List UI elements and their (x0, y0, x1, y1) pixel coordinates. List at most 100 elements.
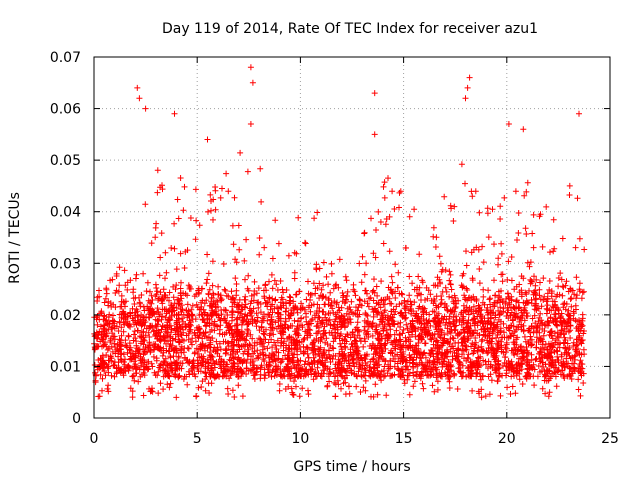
data-point (446, 378, 453, 385)
data-point (441, 369, 448, 376)
data-point (555, 334, 562, 341)
data-point (388, 372, 395, 379)
data-point (288, 370, 295, 377)
data-point (157, 184, 164, 191)
data-point (291, 249, 298, 256)
data-point (260, 328, 267, 335)
data-point (172, 286, 179, 293)
data-point (465, 351, 472, 358)
data-point (234, 321, 241, 328)
data-point (191, 362, 197, 369)
data-point (140, 303, 147, 310)
data-point (113, 273, 120, 279)
data-point (330, 369, 337, 376)
data-point (268, 336, 275, 343)
data-point (154, 189, 161, 196)
x-tick-label: 10 (291, 431, 309, 447)
data-point (291, 305, 298, 312)
data-point (327, 289, 334, 296)
data-point (284, 361, 291, 368)
data-point (432, 338, 439, 345)
data-point (396, 337, 403, 344)
data-point (451, 372, 458, 379)
data-point (419, 361, 426, 368)
data-point (226, 356, 233, 363)
data-point (537, 279, 543, 286)
data-point (243, 337, 250, 344)
data-point (192, 236, 199, 243)
data-point (225, 343, 232, 350)
data-point (174, 329, 181, 336)
data-point (444, 361, 451, 368)
data-point (159, 323, 166, 330)
data-point (346, 362, 353, 369)
data-point (526, 287, 532, 294)
data-point (180, 376, 187, 382)
data-point (304, 332, 311, 339)
data-point (561, 300, 568, 307)
data-point (338, 331, 344, 337)
data-point (553, 383, 560, 390)
data-point (261, 343, 268, 350)
data-point (361, 335, 368, 342)
data-point (103, 317, 110, 323)
y-tick-label: 0.05 (50, 153, 81, 169)
data-point (537, 345, 544, 352)
data-point (98, 331, 105, 338)
data-point (314, 359, 321, 366)
data-point (211, 364, 218, 371)
data-point (273, 346, 280, 352)
data-point (429, 331, 436, 338)
data-point (456, 316, 463, 323)
data-point (469, 275, 476, 282)
data-point (315, 314, 322, 321)
data-point (487, 295, 494, 302)
data-point (515, 230, 522, 236)
data-point (274, 337, 281, 344)
data-point (171, 220, 178, 227)
data-point (537, 211, 544, 218)
data-point (404, 363, 410, 370)
data-point (328, 299, 335, 306)
data-point (200, 355, 207, 362)
data-point (559, 367, 566, 374)
data-point (480, 347, 487, 354)
data-point (166, 373, 173, 380)
data-point (441, 337, 448, 344)
data-point (526, 263, 533, 270)
data-point (229, 387, 236, 394)
data-point (149, 297, 156, 303)
data-point (464, 84, 471, 91)
data-point (304, 321, 311, 328)
data-point (564, 373, 571, 380)
data-point (227, 351, 234, 358)
data-point (403, 321, 410, 328)
data-point (501, 194, 508, 201)
data-point (221, 286, 228, 293)
data-point (233, 322, 240, 329)
data-point (271, 339, 278, 346)
data-point (353, 304, 359, 311)
data-point (237, 310, 244, 317)
data-point (142, 105, 149, 112)
data-point (351, 340, 358, 346)
data-point (291, 269, 298, 276)
data-point (357, 389, 364, 395)
data-point (265, 311, 272, 318)
data-point (315, 350, 322, 357)
data-point (546, 278, 553, 284)
data-point (257, 350, 264, 357)
x-tick-label: 20 (498, 431, 516, 447)
data-point (366, 364, 373, 371)
data-point (177, 250, 184, 257)
data-point (533, 339, 540, 345)
data-point (391, 331, 398, 338)
data-point (229, 303, 236, 310)
data-point (277, 315, 284, 322)
data-point (574, 341, 581, 348)
data-point (195, 384, 202, 391)
data-point (570, 364, 577, 371)
data-point (155, 345, 162, 352)
data-point (410, 360, 417, 367)
data-point (242, 276, 248, 283)
